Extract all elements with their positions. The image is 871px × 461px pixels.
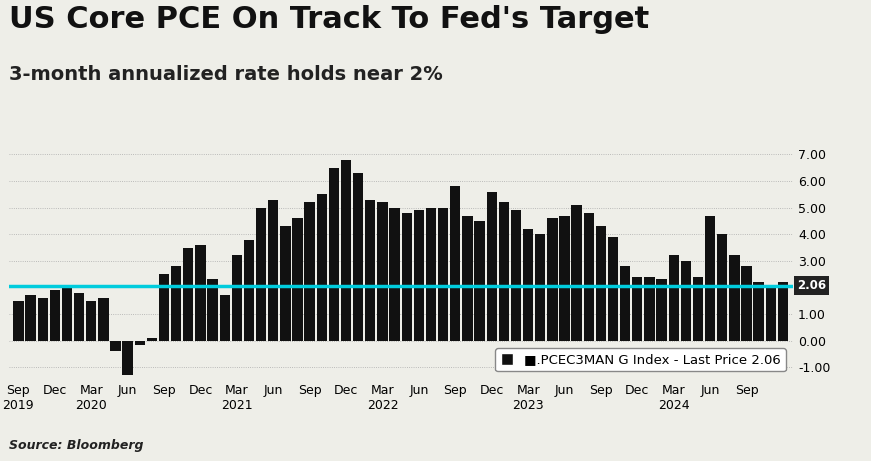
Bar: [159, 274, 169, 341]
Bar: [778, 282, 788, 341]
Bar: [547, 218, 557, 341]
Bar: [280, 226, 291, 341]
Bar: [426, 207, 436, 341]
Text: Sep: Sep: [152, 384, 176, 397]
Bar: [645, 277, 655, 341]
Bar: [219, 296, 230, 341]
Bar: [608, 237, 618, 341]
Text: Dec: Dec: [479, 384, 503, 397]
Bar: [463, 216, 473, 341]
Bar: [256, 207, 267, 341]
Text: Dec: Dec: [334, 384, 358, 397]
Bar: [753, 282, 764, 341]
Bar: [293, 218, 303, 341]
Text: Mar
2020: Mar 2020: [76, 384, 107, 412]
Bar: [195, 245, 206, 341]
Text: Sep: Sep: [298, 384, 321, 397]
Bar: [475, 221, 484, 341]
Bar: [171, 266, 181, 341]
Bar: [111, 341, 121, 351]
Bar: [523, 229, 533, 341]
Text: Mar
2023: Mar 2023: [512, 384, 544, 412]
Bar: [692, 277, 703, 341]
Text: Mar
2021: Mar 2021: [221, 384, 253, 412]
Bar: [680, 261, 691, 341]
Text: 3-month annualized rate holds near 2%: 3-month annualized rate holds near 2%: [9, 65, 442, 83]
Text: Sep: Sep: [589, 384, 612, 397]
Bar: [499, 202, 509, 341]
Bar: [510, 210, 521, 341]
Text: Mar
2024: Mar 2024: [658, 384, 690, 412]
Bar: [450, 186, 461, 341]
Bar: [596, 226, 606, 341]
Bar: [365, 200, 375, 341]
Bar: [86, 301, 97, 341]
Text: Jun: Jun: [700, 384, 719, 397]
Bar: [438, 207, 449, 341]
Bar: [717, 234, 727, 341]
Bar: [620, 266, 631, 341]
Text: Sep
2019: Sep 2019: [3, 384, 34, 412]
Bar: [377, 202, 388, 341]
Bar: [232, 255, 242, 341]
Text: Dec: Dec: [188, 384, 213, 397]
Text: Dec: Dec: [625, 384, 650, 397]
Bar: [341, 160, 351, 341]
Bar: [62, 288, 72, 341]
Bar: [183, 248, 193, 341]
Bar: [729, 255, 739, 341]
Bar: [353, 173, 363, 341]
Bar: [98, 298, 109, 341]
Text: Jun: Jun: [118, 384, 138, 397]
Bar: [25, 296, 36, 341]
Text: Jun: Jun: [409, 384, 429, 397]
Bar: [766, 285, 776, 341]
Bar: [74, 293, 84, 341]
Bar: [317, 194, 327, 341]
Text: Mar
2022: Mar 2022: [367, 384, 398, 412]
Bar: [207, 279, 218, 341]
Text: Sep: Sep: [734, 384, 759, 397]
Bar: [389, 207, 400, 341]
Legend: ■.PCEC3MAN G Index - Last Price 2.06: ■.PCEC3MAN G Index - Last Price 2.06: [495, 348, 786, 372]
Bar: [632, 277, 643, 341]
Bar: [123, 341, 132, 375]
Bar: [741, 266, 752, 341]
Bar: [268, 200, 279, 341]
Bar: [535, 234, 545, 341]
Bar: [135, 341, 145, 345]
Text: Sep: Sep: [443, 384, 467, 397]
Bar: [305, 202, 314, 341]
Bar: [402, 213, 412, 341]
Bar: [657, 279, 666, 341]
Bar: [244, 240, 254, 341]
Text: 2.06: 2.06: [797, 279, 826, 292]
Bar: [414, 210, 424, 341]
Bar: [705, 216, 715, 341]
Bar: [559, 216, 570, 341]
Bar: [584, 213, 594, 341]
Text: US Core PCE On Track To Fed's Target: US Core PCE On Track To Fed's Target: [9, 5, 649, 34]
Bar: [13, 301, 24, 341]
Bar: [328, 168, 339, 341]
Text: Source: Bloomberg: Source: Bloomberg: [9, 439, 143, 452]
Bar: [146, 338, 157, 341]
Bar: [50, 290, 60, 341]
Text: Jun: Jun: [264, 384, 283, 397]
Bar: [487, 192, 496, 341]
Bar: [669, 255, 679, 341]
Bar: [37, 298, 48, 341]
Text: Dec: Dec: [43, 384, 67, 397]
Bar: [571, 205, 582, 341]
Text: Jun: Jun: [555, 384, 574, 397]
